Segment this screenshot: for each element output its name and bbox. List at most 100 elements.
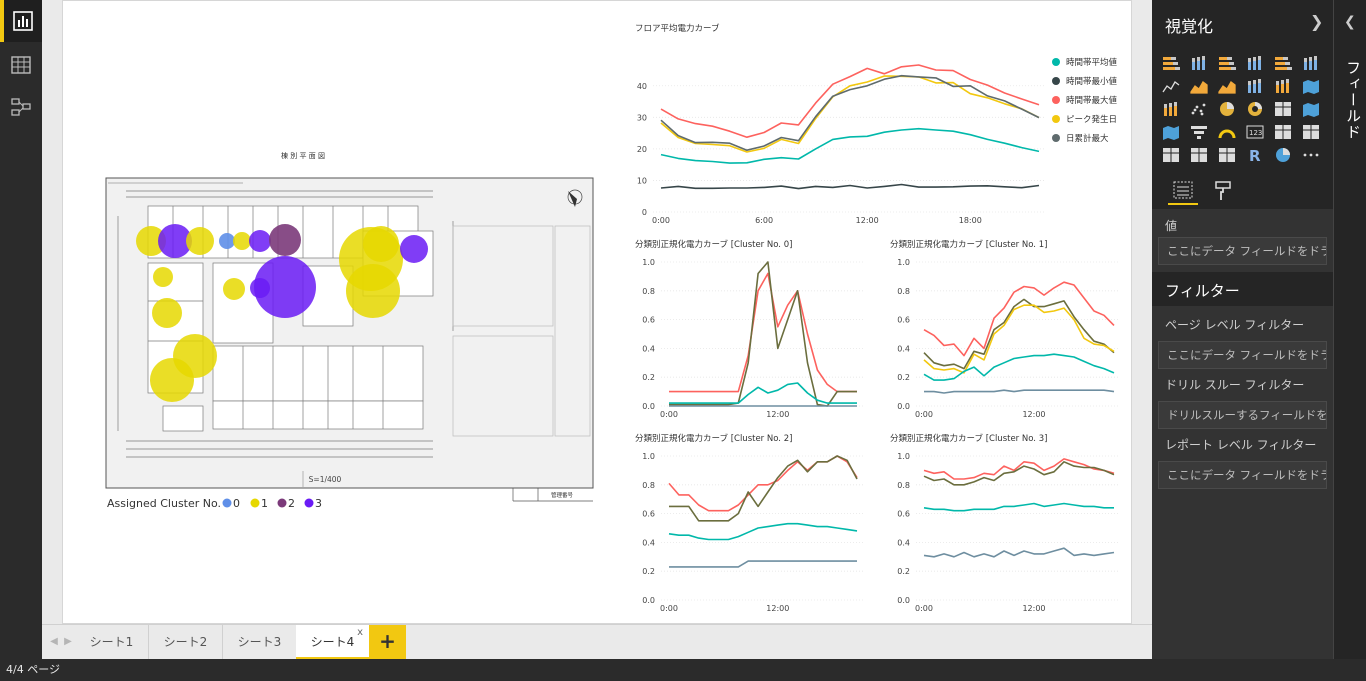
x-tick-label: 12:00 [766, 410, 789, 419]
scatter-icon[interactable] [1188, 99, 1210, 119]
series-line[interactable] [923, 298, 1115, 370]
stacked-column-icon[interactable] [1188, 53, 1210, 73]
series-line[interactable] [923, 304, 1115, 374]
stacked-bar-icon[interactable] [1160, 53, 1182, 73]
bubble-cluster-1[interactable] [153, 267, 173, 287]
x-tick-label: 0:00 [652, 216, 670, 225]
bubble-cluster-0[interactable] [219, 233, 235, 249]
tab-scroll-right-icon[interactable]: ▶ [64, 636, 72, 647]
series-line[interactable] [660, 74, 1040, 151]
values-drop-well[interactable]: ここにデータ フィールドをドラッグ... [1158, 237, 1327, 265]
100-bar-icon[interactable] [1272, 53, 1294, 73]
series-line[interactable] [924, 389, 1115, 394]
matrix-icon[interactable] [1216, 145, 1238, 165]
table-icon[interactable] [1188, 145, 1210, 165]
bubble-cluster-1[interactable] [223, 278, 245, 300]
chart-title: 分類別正規化電力カーブ [Cluster No. 3] [890, 433, 1047, 444]
series-line[interactable] [923, 281, 1115, 357]
funnel-icon[interactable] [1188, 122, 1210, 142]
series-line[interactable] [923, 458, 1115, 480]
relationships-view-button[interactable] [0, 86, 42, 128]
series-line[interactable] [669, 455, 858, 522]
globe-icon[interactable] [1272, 145, 1294, 165]
series-line[interactable] [660, 183, 1040, 190]
waterfall-icon[interactable] [1160, 99, 1182, 119]
more-icon[interactable] [1300, 145, 1322, 165]
chevron-left-icon[interactable]: ❮ [1344, 14, 1356, 30]
floor-average-power-chart[interactable]: フロア平均電力カーブ 0 10 20 30 40 0:00 6:00 12:00 18:00 時間帯… [635, 23, 1118, 225]
pie-icon[interactable] [1216, 99, 1238, 119]
line-clustered-icon[interactable] [1272, 76, 1294, 96]
filters-title: フィルター [1165, 282, 1240, 300]
series-line[interactable] [660, 64, 1040, 138]
line-icon[interactable] [1160, 76, 1182, 96]
fields-pane[interactable]: ❮ フィールド [1333, 0, 1366, 659]
series-line[interactable] [669, 272, 857, 393]
chevron-right-icon[interactable]: ❯ [1310, 12, 1324, 31]
report-filter-drop-well[interactable]: ここにデータ フィールドをドラッグ... [1158, 461, 1327, 489]
close-tab-icon[interactable]: x [357, 627, 363, 638]
cluster-3-chart[interactable]: 分類別正規化電力カーブ [Cluster No. 3] 0.0 0.2 0.4 0.6 0… [890, 433, 1120, 613]
series-line[interactable] [923, 502, 1114, 512]
x-tick-label: 0:00 [660, 410, 678, 419]
bubble-cluster-3[interactable] [250, 278, 270, 298]
gauge-icon[interactable] [1216, 122, 1238, 142]
bubble-cluster-3[interactable] [158, 224, 192, 258]
donut-icon[interactable] [1244, 99, 1266, 119]
card-icon[interactable]: 123 [1244, 122, 1266, 142]
legend-swatch [1052, 134, 1060, 142]
series-line[interactable] [669, 382, 857, 404]
series-line[interactable] [660, 75, 1040, 153]
kpi-icon[interactable] [1300, 122, 1322, 142]
fields-well-tab[interactable] [1168, 177, 1198, 205]
series-line[interactable] [669, 560, 857, 568]
bubble-cluster-1[interactable] [363, 226, 399, 262]
add-page-button[interactable]: + [369, 625, 406, 660]
cluster-1-chart[interactable]: 分類別正規化電力カーブ [Cluster No. 1] 0.0 0.2 0.4 0.6 0… [890, 239, 1120, 419]
bubble-cluster-3[interactable] [254, 256, 316, 318]
bubble-cluster-1[interactable] [186, 227, 214, 255]
100-column-icon[interactable] [1300, 53, 1322, 73]
page-tab-2[interactable]: シート2 [149, 625, 223, 660]
bubble-cluster-1[interactable] [136, 226, 166, 256]
series-line[interactable] [668, 522, 858, 541]
data-view-button[interactable] [0, 44, 42, 86]
slicer-icon[interactable] [1160, 145, 1182, 165]
cluster-0-chart[interactable]: 分類別正規化電力カーブ [Cluster No. 0] 0.0 0.2 0.4 0.6 0… [635, 239, 863, 419]
page-tab-1[interactable]: シート1 [75, 625, 149, 660]
filled-map-icon[interactable] [1160, 122, 1182, 142]
ribbon-icon[interactable] [1300, 76, 1322, 96]
bubble-cluster-1[interactable] [233, 232, 251, 250]
treemap-icon[interactable] [1272, 99, 1294, 119]
bubble-cluster-3[interactable] [400, 235, 428, 263]
cluster-2-chart[interactable]: 分類別正規化電力カーブ [Cluster No. 2] 0.0 0.2 0.4 0.6 0… [635, 433, 863, 613]
floor-map-visual[interactable]: 棟 別 平 面 図 [105, 151, 594, 510]
report-view-button[interactable] [0, 0, 42, 42]
area-icon[interactable] [1188, 76, 1210, 96]
series-line[interactable] [660, 127, 1040, 164]
clustered-column-icon[interactable] [1244, 53, 1266, 73]
bubble-cluster-3[interactable] [249, 230, 271, 252]
page-tab-4[interactable]: シート4 x [296, 625, 370, 660]
bubble-cluster-1[interactable] [346, 264, 400, 318]
multirow-card-icon[interactable] [1272, 122, 1294, 142]
r-visual-icon[interactable]: R [1244, 145, 1266, 165]
map-icon[interactable] [1300, 99, 1322, 119]
series-line[interactable] [668, 455, 858, 512]
line-column-icon[interactable] [1244, 76, 1266, 96]
bubble-cluster-1[interactable] [150, 358, 194, 402]
format-tab[interactable] [1208, 177, 1238, 205]
series-line[interactable] [923, 353, 1115, 381]
bubble-cluster-1[interactable] [152, 298, 182, 328]
stacked-area-icon[interactable] [1216, 76, 1238, 96]
tab-scroll-left-icon[interactable]: ◀ [50, 636, 58, 647]
drill-filter-drop-well[interactable]: ドリルスルーするフィールドをここに... [1158, 401, 1327, 429]
bubble-cluster-2[interactable] [269, 224, 301, 256]
page-filter-drop-well[interactable]: ここにデータ フィールドをドラッグ... [1158, 341, 1327, 369]
series-line[interactable] [923, 461, 1115, 486]
page-tab-3[interactable]: シート3 [223, 625, 297, 660]
x-tick-label: 12:00 [856, 216, 879, 225]
clustered-bar-icon[interactable] [1216, 53, 1238, 73]
series-line[interactable] [923, 547, 1115, 558]
chart-title: 分類別正規化電力カーブ [Cluster No. 0] [635, 239, 792, 250]
